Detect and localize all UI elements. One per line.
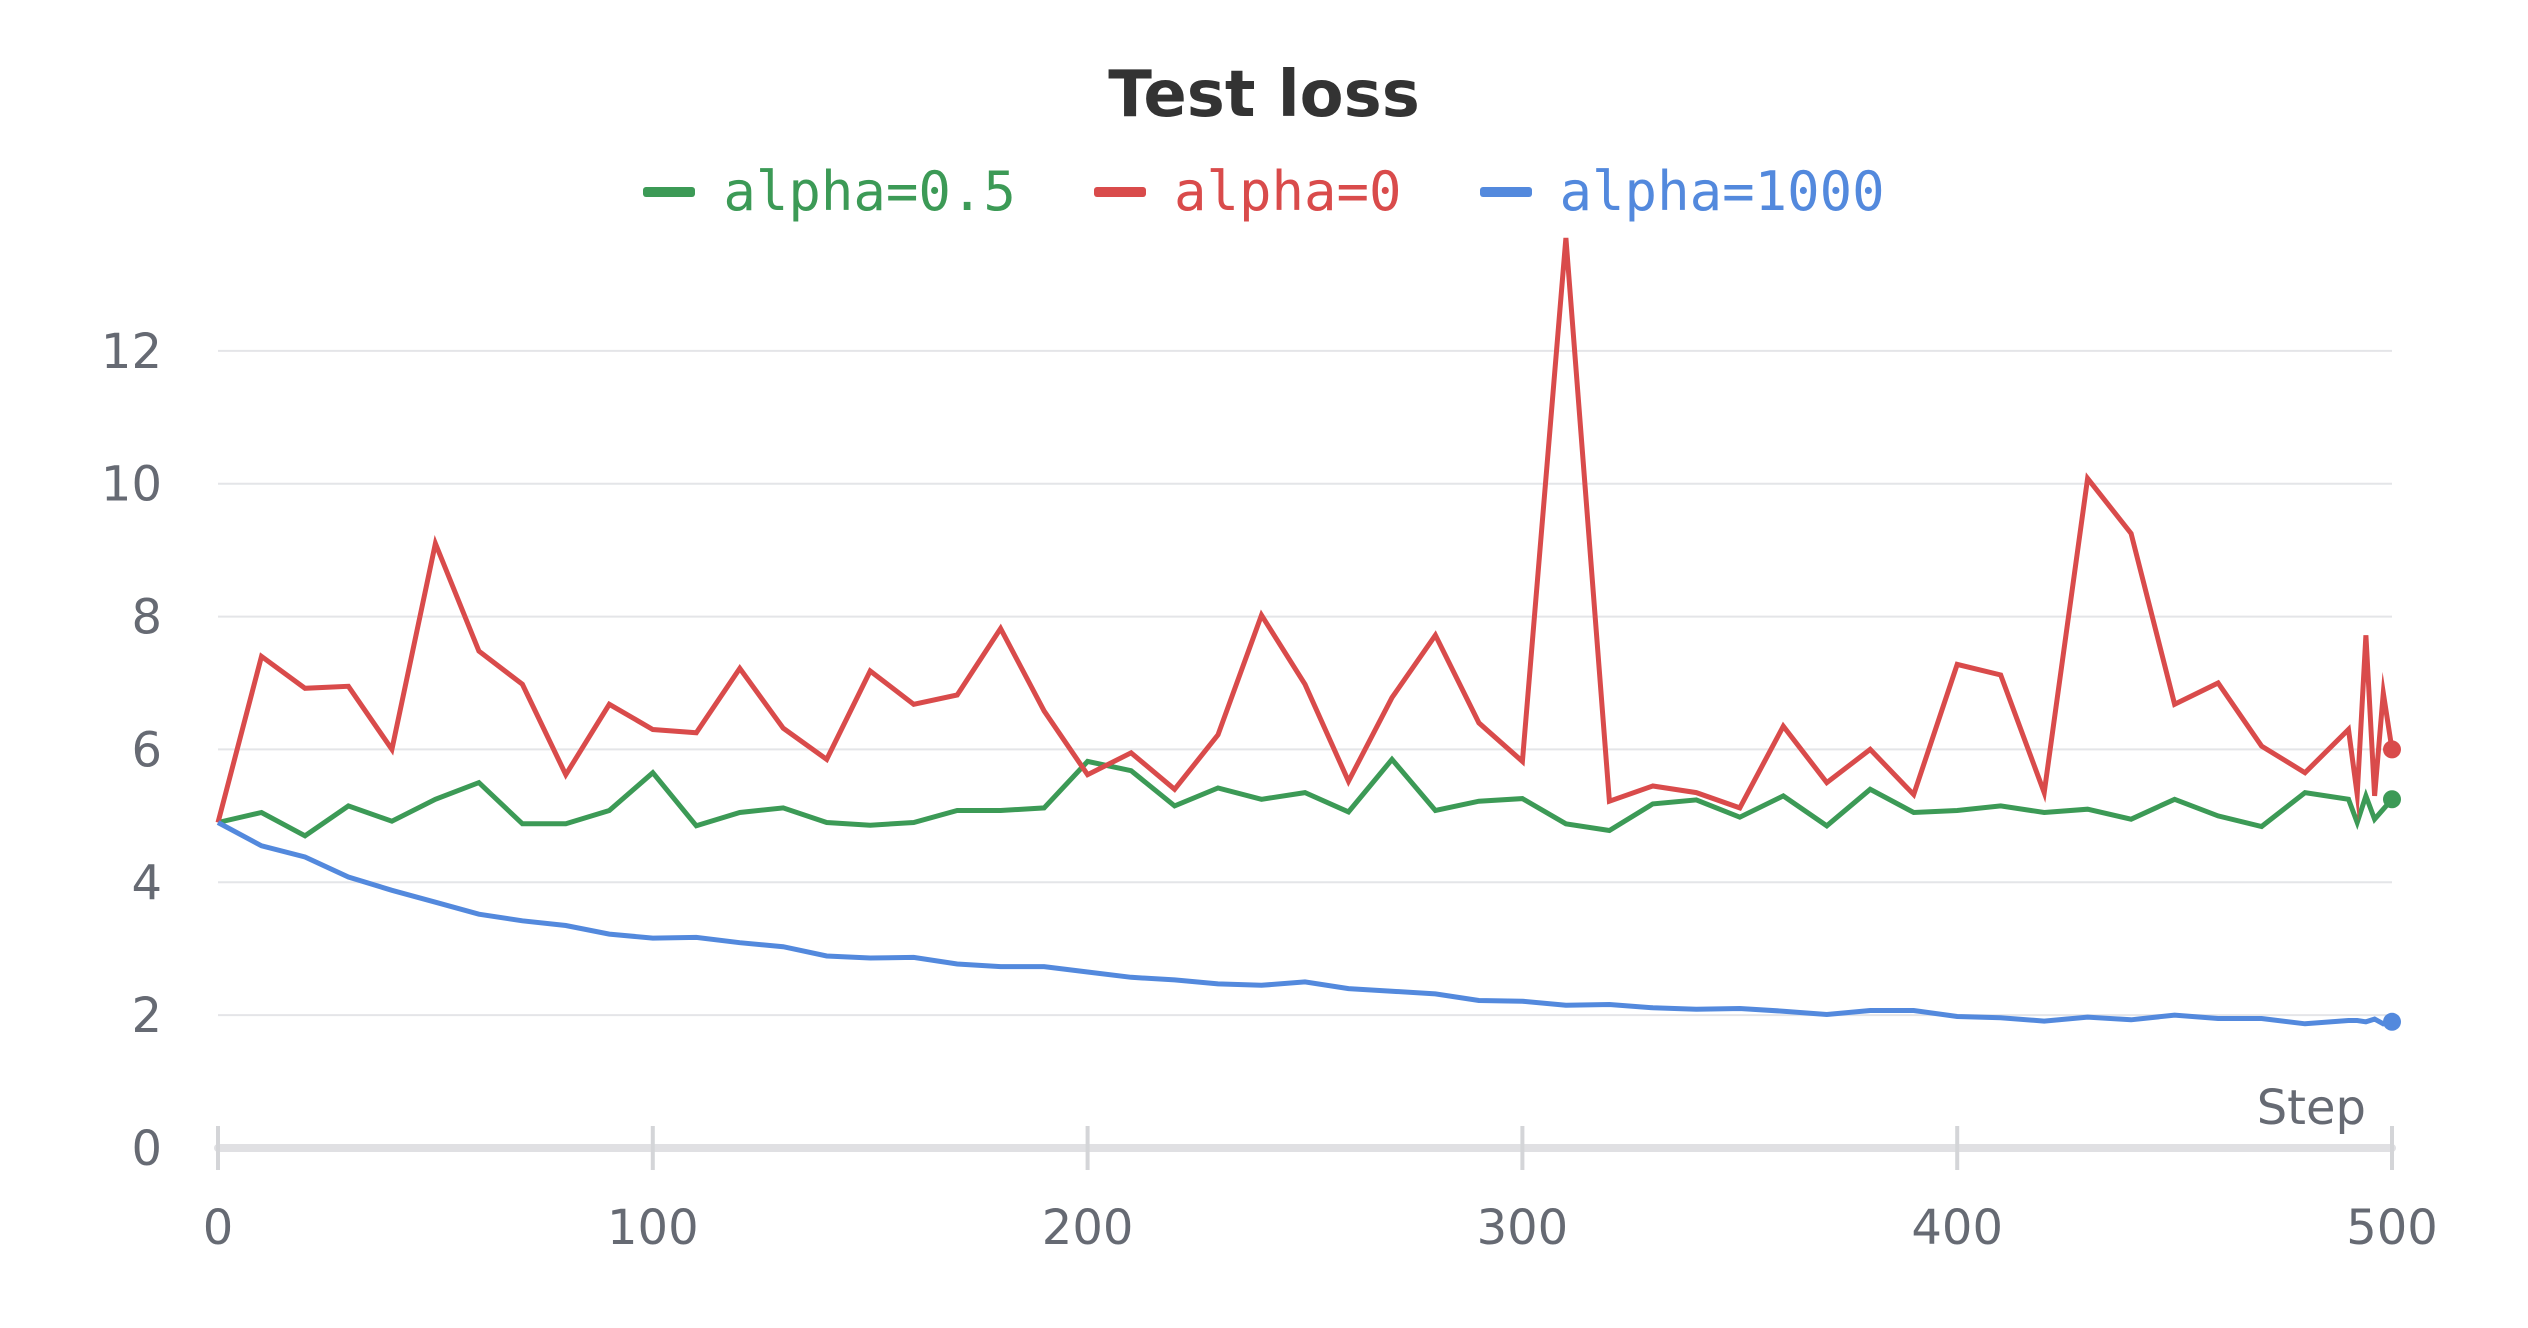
legend-label: alpha=0 — [1173, 160, 1402, 223]
legend-item-alpha-0[interactable]: alpha=0 — [1093, 160, 1402, 223]
y-tick-label: 4 — [131, 855, 162, 911]
legend-label: alpha=0.5 — [723, 160, 1016, 223]
chart-title: Test loss — [1108, 58, 1420, 132]
x-tick-label: 200 — [1042, 1200, 1134, 1256]
series-end-point — [2383, 790, 2401, 809]
x-tick-label: 500 — [2346, 1200, 2438, 1256]
series-end-point — [2383, 1012, 2401, 1031]
y-tick-label: 0 — [131, 1121, 162, 1177]
y-tick-label: 10 — [101, 457, 162, 513]
legend-label: alpha=1000 — [1559, 160, 1885, 223]
legend-swatch — [1093, 186, 1146, 197]
x-axis-label: Step — [2257, 1080, 2366, 1136]
y-tick-label: 12 — [101, 324, 162, 380]
y-tick-label: 8 — [131, 590, 162, 646]
y-tick-label: 6 — [131, 722, 162, 778]
legend-swatch — [643, 186, 696, 197]
legend-item-alpha-0-5[interactable]: alpha=0.5 — [643, 160, 1016, 223]
series-line-alpha-0-5 — [217, 755, 2394, 839]
x-tick-label: 100 — [607, 1200, 699, 1256]
series-line-alpha-0 — [215, 237, 2395, 824]
legend-swatch — [1479, 186, 1532, 197]
legend-item-alpha-1000[interactable]: alpha=1000 — [1479, 160, 1885, 223]
x-tick-label: 0 — [203, 1200, 234, 1256]
x-tick-label: 400 — [1911, 1200, 2003, 1256]
series-end-point — [2383, 740, 2401, 759]
series-line-alpha-1000 — [216, 820, 2393, 1027]
legend: alpha=0.5 alpha=0 alpha=1000 — [0, 160, 2528, 223]
y-tick-label: 2 — [131, 988, 162, 1044]
x-tick-label: 300 — [1477, 1200, 1569, 1256]
